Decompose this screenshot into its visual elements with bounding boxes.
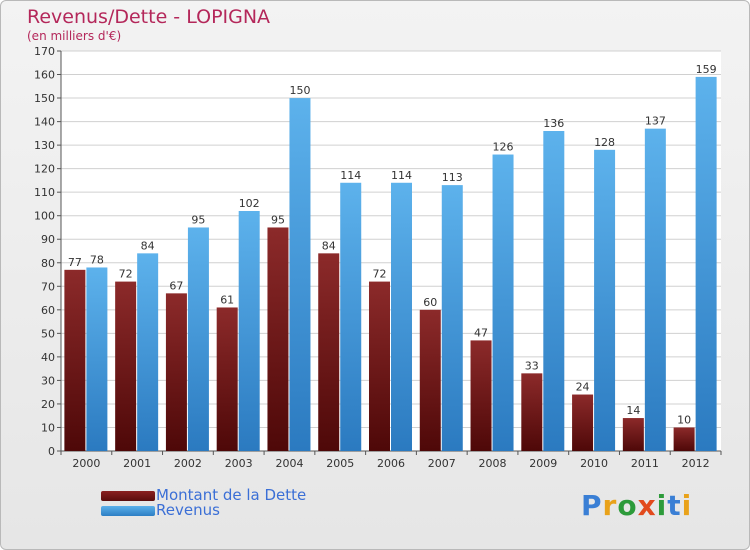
x-tick-label-2001: 2001 bbox=[123, 457, 151, 470]
y-tick-label: 30 bbox=[41, 374, 55, 387]
legend-label-revenus: Revenus bbox=[156, 501, 220, 519]
bar-dette-2010 bbox=[572, 394, 594, 451]
bar-dette-2007 bbox=[419, 309, 441, 451]
bar-dette-2006 bbox=[369, 281, 390, 451]
value-label-revenus-2009: 136 bbox=[543, 117, 564, 130]
value-label-revenus-2008: 126 bbox=[493, 141, 514, 154]
value-label-revenus-2007: 113 bbox=[442, 171, 463, 184]
value-label-revenus-2004: 150 bbox=[289, 84, 310, 97]
bar-revenus-2003 bbox=[238, 211, 260, 451]
x-tick-label-2006: 2006 bbox=[377, 457, 405, 470]
y-tick-label: 90 bbox=[41, 233, 55, 246]
value-label-dette-2008: 47 bbox=[474, 326, 488, 339]
bar-dette-2004 bbox=[267, 227, 289, 451]
bar-dette-2002 bbox=[165, 293, 187, 451]
proxiti-logo: Proxiti bbox=[581, 489, 693, 522]
y-tick-label: 80 bbox=[41, 257, 55, 270]
value-label-dette-2000: 77 bbox=[68, 256, 82, 269]
value-label-revenus-2012: 159 bbox=[696, 63, 717, 76]
bar-dette-2003 bbox=[216, 307, 238, 451]
bar-revenus-2011 bbox=[644, 128, 666, 451]
legend-swatch-dette bbox=[101, 491, 155, 501]
bar-dette-2009 bbox=[521, 373, 543, 451]
y-tick-label: 10 bbox=[41, 421, 55, 434]
y-tick-label: 60 bbox=[41, 304, 55, 317]
bar-revenus-2008 bbox=[492, 154, 514, 451]
bar-revenus-2001 bbox=[137, 253, 159, 451]
chart-title: Revenus/Dette - LOPIGNA bbox=[27, 6, 271, 28]
value-label-revenus-2010: 128 bbox=[594, 136, 615, 149]
y-tick-label: 40 bbox=[41, 351, 55, 364]
y-tick-label: 110 bbox=[34, 186, 55, 199]
y-tick-label: 130 bbox=[34, 139, 55, 152]
value-label-dette-2003: 61 bbox=[220, 293, 234, 306]
value-label-revenus-2000: 78 bbox=[90, 253, 104, 266]
bar-dette-2000 bbox=[64, 269, 86, 451]
y-tick-label: 160 bbox=[34, 69, 55, 82]
x-tick-label-2002: 2002 bbox=[174, 457, 202, 470]
value-label-dette-2007: 60 bbox=[423, 296, 437, 309]
bar-dette-2001 bbox=[115, 281, 137, 451]
value-label-revenus-2006: 114 bbox=[391, 169, 412, 182]
value-label-dette-2006: 72 bbox=[373, 268, 387, 281]
bar-dette-2012 bbox=[673, 427, 695, 451]
x-tick-label-2011: 2011 bbox=[631, 457, 659, 470]
bar-revenus-2000 bbox=[86, 267, 108, 451]
value-label-revenus-2002: 95 bbox=[191, 213, 205, 226]
value-label-dette-2010: 24 bbox=[576, 381, 590, 394]
y-tick-label: 100 bbox=[34, 210, 55, 223]
value-label-dette-2005: 84 bbox=[322, 239, 336, 252]
y-tick-label: 140 bbox=[34, 116, 55, 129]
x-tick-label-2010: 2010 bbox=[580, 457, 608, 470]
bar-revenus-2002 bbox=[187, 227, 209, 451]
bar-revenus-2010 bbox=[594, 149, 616, 451]
x-tick-label-2012: 2012 bbox=[682, 457, 710, 470]
bar-revenus-2009 bbox=[543, 131, 565, 451]
chart-subtitle: (en milliers d'€) bbox=[27, 29, 122, 43]
x-tick-label-2000: 2000 bbox=[72, 457, 100, 470]
value-label-revenus-2005: 114 bbox=[340, 169, 361, 182]
y-tick-label: 50 bbox=[41, 327, 55, 340]
value-label-dette-2001: 72 bbox=[119, 268, 133, 281]
bar-dette-2008 bbox=[470, 340, 492, 451]
y-tick-label: 170 bbox=[34, 45, 55, 58]
value-label-dette-2002: 67 bbox=[169, 279, 183, 292]
x-tick-label-2005: 2005 bbox=[326, 457, 354, 470]
x-tick-label-2008: 2008 bbox=[479, 457, 507, 470]
bar-revenus-2005 bbox=[340, 182, 362, 451]
bar-revenus-2012 bbox=[695, 76, 717, 451]
value-label-dette-2004: 95 bbox=[271, 213, 285, 226]
bar-revenus-2006 bbox=[391, 182, 412, 451]
y-tick-label: 70 bbox=[41, 280, 55, 293]
value-label-revenus-2001: 84 bbox=[141, 239, 155, 252]
x-tick-label-2003: 2003 bbox=[225, 457, 253, 470]
value-label-dette-2012: 10 bbox=[677, 413, 691, 426]
x-tick-label-2007: 2007 bbox=[428, 457, 456, 470]
y-tick-label: 0 bbox=[48, 445, 55, 458]
legend-label-dette: Montant de la Dette bbox=[156, 486, 307, 504]
value-label-revenus-2011: 137 bbox=[645, 115, 666, 128]
bar-revenus-2007 bbox=[441, 185, 463, 451]
legend-swatch-revenus bbox=[101, 506, 155, 516]
bar-revenus-2004 bbox=[289, 98, 311, 451]
x-tick-label-2009: 2009 bbox=[529, 457, 557, 470]
y-tick-label: 120 bbox=[34, 163, 55, 176]
y-tick-label: 150 bbox=[34, 92, 55, 105]
x-tick-label-2004: 2004 bbox=[275, 457, 303, 470]
bar-dette-2005 bbox=[318, 253, 340, 451]
value-label-dette-2009: 33 bbox=[525, 359, 539, 372]
value-label-revenus-2003: 102 bbox=[239, 197, 260, 210]
bar-dette-2011 bbox=[622, 418, 644, 451]
value-label-dette-2011: 14 bbox=[626, 404, 640, 417]
y-tick-label: 20 bbox=[41, 398, 55, 411]
